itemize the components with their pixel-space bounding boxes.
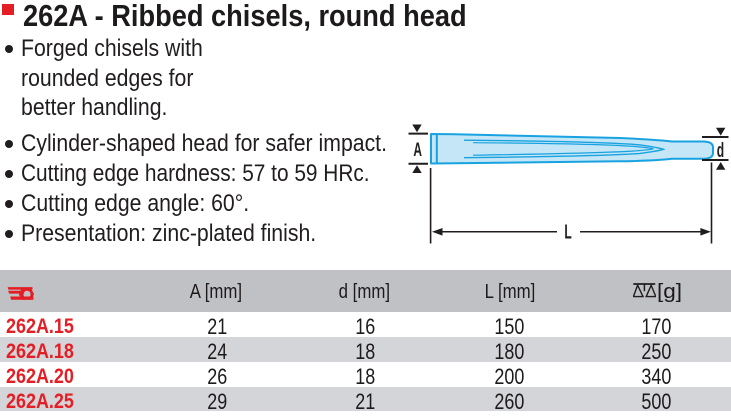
svg-text:A: A — [413, 139, 422, 161]
svg-text:d: d — [717, 139, 724, 162]
svg-text:L: L — [564, 222, 571, 244]
